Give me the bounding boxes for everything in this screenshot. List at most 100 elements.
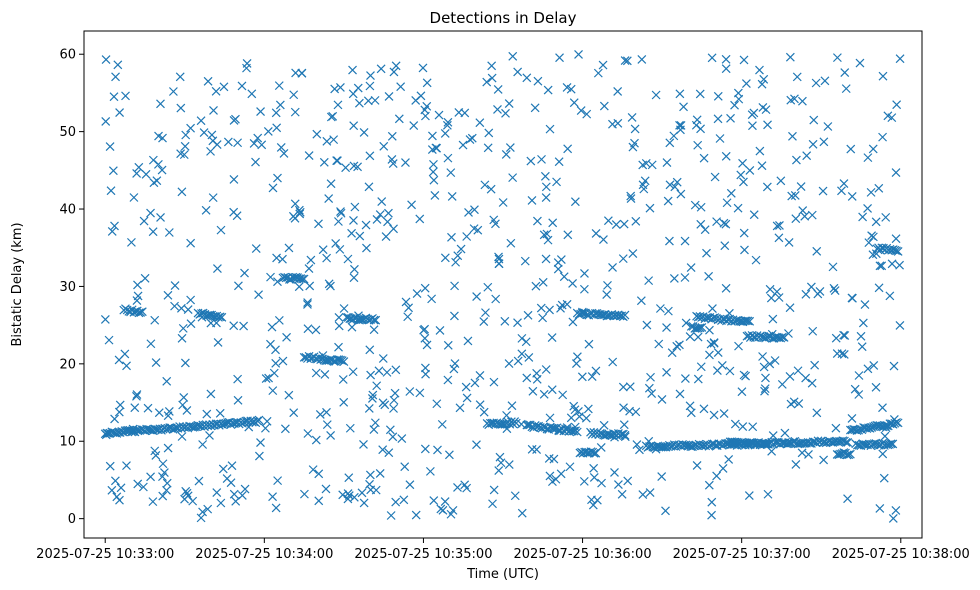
scatter-point — [847, 293, 857, 303]
scatter-point — [879, 473, 889, 483]
scatter-point — [693, 323, 703, 333]
scatter-point — [438, 505, 448, 515]
scatter-point — [563, 144, 573, 154]
scatter-point — [603, 216, 613, 226]
scatter-point — [523, 310, 533, 320]
scatter-point — [177, 333, 187, 343]
scatter-point — [409, 121, 419, 130]
scatter-point — [801, 373, 811, 383]
scatter-point — [784, 238, 794, 247]
scatter-point — [785, 372, 795, 381]
scatter-point — [757, 79, 767, 89]
scatter-point — [582, 109, 592, 119]
scatter-point — [770, 356, 780, 365]
scatter-point — [261, 374, 271, 383]
scatter-point — [675, 89, 685, 99]
scatter-point — [724, 455, 734, 464]
scatter-point — [863, 364, 873, 374]
scatter-point — [251, 244, 261, 253]
scatter-point — [707, 53, 717, 63]
scatter-point — [335, 244, 345, 254]
scatter-point — [554, 157, 564, 167]
scatter-point — [365, 151, 375, 161]
scatter-point — [217, 312, 227, 322]
scatter-point — [252, 416, 262, 426]
scatter-point — [850, 384, 860, 394]
scatter-point — [730, 100, 739, 110]
scatter-point — [777, 332, 787, 342]
scatter-point — [685, 401, 695, 411]
scatter-point — [405, 387, 415, 396]
scatter-point — [574, 50, 583, 59]
scatter-point — [839, 350, 849, 359]
scatter-point — [298, 274, 307, 284]
scatter-point — [665, 138, 675, 148]
scatter-point — [136, 307, 146, 317]
scatter-point — [765, 284, 775, 294]
scatter-point — [680, 273, 690, 282]
scatter-point — [137, 307, 147, 317]
scatter-point — [547, 385, 557, 395]
scatter-point — [324, 194, 334, 203]
scatter-point — [110, 476, 120, 486]
scatter-point — [151, 358, 161, 367]
scatter-point — [517, 349, 527, 359]
scatter-point — [275, 100, 285, 110]
scatter-point — [755, 146, 765, 156]
scatter-point — [208, 193, 218, 203]
scatter-point — [168, 87, 178, 96]
scatter-point — [591, 229, 601, 238]
scatter-point — [704, 480, 714, 490]
scatter-point — [311, 435, 321, 445]
scatter-point — [115, 495, 124, 505]
scatter-point — [608, 263, 617, 272]
scatter-point — [498, 198, 508, 207]
scatter-point — [522, 420, 532, 430]
scatter-point — [695, 89, 705, 99]
scatter-point — [339, 304, 349, 313]
scatter-point — [808, 139, 818, 149]
scatter-point — [380, 400, 390, 410]
scatter-point — [120, 349, 130, 359]
scatter-point — [388, 432, 398, 442]
scatter-point — [486, 184, 496, 194]
scatter-point — [786, 95, 796, 105]
scatter-point — [211, 86, 221, 96]
scatter-point — [562, 299, 572, 309]
scatter-point — [239, 321, 249, 331]
scatter-point — [875, 261, 885, 271]
scatter-point — [369, 315, 379, 325]
scatter-point — [467, 133, 477, 143]
scatter-point — [891, 506, 901, 515]
scatter-point — [622, 56, 632, 66]
scatter-point — [522, 73, 532, 83]
scatter-point — [203, 504, 213, 514]
scatter-point — [807, 210, 817, 220]
scatter-point — [837, 186, 846, 196]
scatter-point — [482, 77, 492, 87]
scatter-point — [579, 476, 589, 486]
scatter-point — [479, 407, 489, 417]
scatter-point — [470, 378, 480, 388]
scatter-point — [366, 71, 375, 81]
scatter-point — [322, 253, 332, 263]
scatter-point — [284, 243, 294, 253]
scatter-point — [812, 246, 822, 256]
scatter-point — [741, 79, 751, 89]
scatter-point — [122, 361, 131, 371]
scatter-point — [639, 184, 649, 194]
scatter-point — [510, 491, 520, 501]
scatter-point — [139, 216, 149, 226]
scatter-point — [593, 68, 603, 78]
scatter-point — [127, 237, 136, 247]
scatter-point — [704, 271, 714, 281]
scatter-point — [273, 277, 282, 287]
scatter-point — [450, 281, 459, 291]
scatter-point — [738, 438, 748, 448]
scatter-point — [807, 378, 817, 388]
scatter-point — [268, 492, 277, 502]
scatter-point — [326, 431, 336, 440]
scatter-point — [233, 374, 243, 384]
scatter-point — [443, 340, 453, 350]
scatter-point — [207, 130, 217, 140]
